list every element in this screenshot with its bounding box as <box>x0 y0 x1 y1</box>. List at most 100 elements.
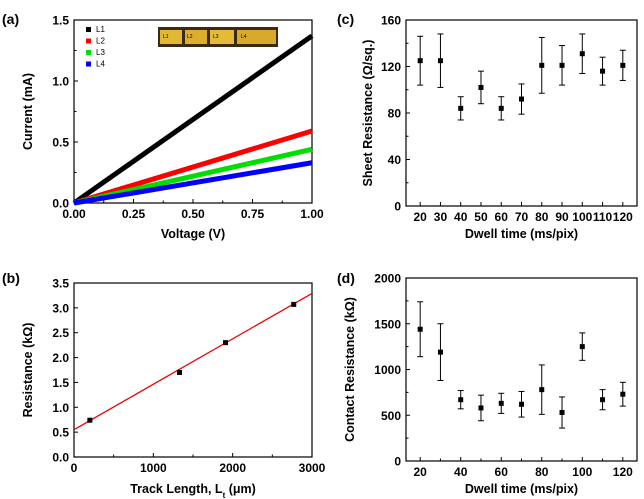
x-tick-label: 1.00 <box>300 207 324 221</box>
panel-b: (b) 0 1000 2000 3000 0.0 0.5 1.0 1.5 2.0 2.5 3.0 3.… <box>2 270 326 499</box>
data-point <box>478 405 484 411</box>
panel-b-label: (b) <box>2 270 20 286</box>
x-tick-label: 90 <box>555 210 569 224</box>
data-point <box>600 68 606 74</box>
x-tick-label: 40 <box>454 465 468 479</box>
legend-swatch-l2 <box>86 38 91 44</box>
y-tick-label: 1.0 <box>52 75 69 89</box>
y-tick-label: 1500 <box>374 317 401 331</box>
x-tick-label: 20 <box>414 465 428 479</box>
x-axis-label: Dwell time (ms/pix) <box>465 227 578 241</box>
panel-a: (a) L1 L2 L3 L4 0.00 0.25 0.50 0.75 1.00 0.0 0… <box>2 11 324 241</box>
inset-label-l3: L3 <box>213 34 219 40</box>
data-point <box>223 340 229 346</box>
x-tick-label: 0.75 <box>241 207 265 221</box>
inset-photo-pad <box>160 30 182 44</box>
y-axis-label: Contact Resistance (kΩ) <box>343 297 357 442</box>
panel-c: (c) 20 30 40 50 60 70 80 90 100 110 12004080120160… <box>337 11 638 241</box>
x-axis-label: Track Length, Lt (μm) <box>130 482 256 499</box>
x-tick-label: 100 <box>572 465 592 479</box>
y-tick-label: 0.5 <box>52 426 69 440</box>
data-point <box>478 84 484 90</box>
inset-photo-pad <box>185 30 207 44</box>
y-tick-label: 0 <box>394 455 401 469</box>
data-point <box>539 387 545 393</box>
x-axis-label-subscript: t <box>223 491 226 499</box>
x-tick-label: 110 <box>593 210 613 224</box>
x-tick-label: 120 <box>613 210 633 224</box>
y-tick-label: 0.0 <box>52 451 69 465</box>
x-tick-label: 0.50 <box>181 207 205 221</box>
y-tick-label: 1000 <box>374 363 401 377</box>
y-tick-label: 2.5 <box>52 326 69 340</box>
y-tick-label: 40 <box>388 153 402 167</box>
y-tick-label: 1.5 <box>52 376 69 390</box>
y-tick-label: 2.0 <box>52 351 69 365</box>
data-point <box>600 397 606 403</box>
data-point <box>458 105 464 111</box>
y-tick-label: 0.0 <box>52 197 69 211</box>
y-tick-label: 80 <box>388 107 402 121</box>
x-tick-label: 60 <box>495 465 509 479</box>
y-tick-label: 2000 <box>374 272 401 286</box>
inset-label-l1: L1 <box>163 34 169 40</box>
y-axis-label: Current (mA) <box>21 73 35 150</box>
data-point <box>579 344 585 350</box>
x-tick-label: 0 <box>71 461 78 475</box>
legend-swatch-l1 <box>86 27 91 32</box>
data-point <box>559 62 565 68</box>
x-tick-label: 40 <box>454 210 468 224</box>
y-tick-label: 500 <box>381 409 401 423</box>
x-tick-label: 3000 <box>299 461 326 475</box>
data-point <box>620 62 626 68</box>
panel-c-label: (c) <box>337 11 354 27</box>
inset-label-l4: L4 <box>241 34 247 40</box>
y-axis-label: Sheet Resistance (Ω/sq.) <box>361 40 375 187</box>
legend-swatch-l3 <box>86 50 91 55</box>
y-tick-label: 3.0 <box>52 301 69 315</box>
y-axis-label: Resistance (kΩ) <box>21 323 35 418</box>
x-tick-label: 50 <box>474 210 488 224</box>
x-tick-label: 120 <box>613 465 633 479</box>
inset-photo-pad <box>210 30 234 44</box>
panel-d-label: (d) <box>337 270 355 286</box>
y-tick-label: 0.5 <box>52 136 69 150</box>
inset-label-l2: L2 <box>187 34 193 40</box>
data-point <box>291 301 297 307</box>
x-tick-label: 80 <box>535 210 549 224</box>
x-tick-label: 80 <box>535 465 549 479</box>
x-tick-label: 20 <box>414 210 428 224</box>
inset-photo-pad <box>237 30 276 44</box>
plot-frame <box>73 282 313 458</box>
series-line-l1 <box>72 33 314 206</box>
y-tick-label: 160 <box>381 14 401 28</box>
x-tick-label: 0.00 <box>62 207 86 221</box>
series-line-l4 <box>73 160 313 206</box>
x-tick-label: 60 <box>495 210 509 224</box>
x-tick-label: 2000 <box>219 461 246 475</box>
x-axis-label: Dwell time (ms/pix) <box>465 482 578 496</box>
x-axis-label: Voltage (V) <box>161 227 225 241</box>
x-tick-label: 0.25 <box>122 207 146 221</box>
panel-a-label: (a) <box>2 11 19 27</box>
data-point <box>437 58 443 64</box>
data-point <box>539 62 545 68</box>
y-tick-label: 3.5 <box>52 277 69 291</box>
data-point <box>417 326 423 332</box>
legend-label-l3: L3 <box>96 48 105 57</box>
inset-photo: L1 L2 L3 L4 <box>158 27 278 47</box>
x-tick-label: 100 <box>572 210 592 224</box>
data-point <box>498 105 504 111</box>
data-point <box>559 410 565 416</box>
data-point <box>498 400 504 406</box>
data-point <box>458 397 464 403</box>
x-tick-label: 70 <box>515 210 529 224</box>
fit-line <box>73 292 313 431</box>
data-point <box>620 391 626 397</box>
y-tick-label: 0 <box>394 200 401 214</box>
legend-swatch-l4 <box>86 61 91 67</box>
x-tick-label: 1000 <box>140 461 167 475</box>
x-tick-label: 30 <box>434 210 448 224</box>
data-point <box>177 369 183 375</box>
legend-label-l2: L2 <box>96 37 105 46</box>
